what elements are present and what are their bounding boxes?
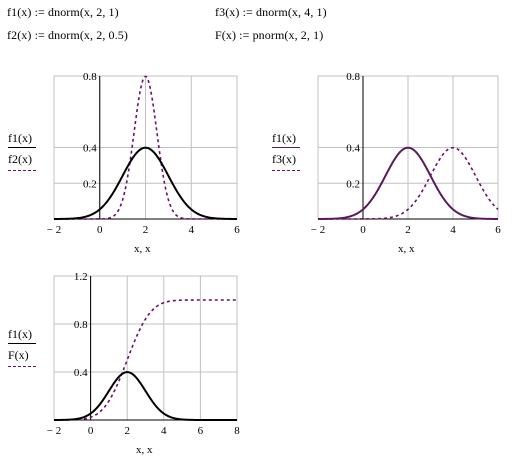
plot-1-legend-series-2-label: f2(x): [8, 152, 32, 166]
plot-1-legend-series-2-swatch: [8, 170, 36, 171]
plot-3-legend-series-1-label: f1(x): [8, 327, 32, 341]
plot-2-series-f3x-line: [317, 146, 499, 220]
plot-3-xlabel: x, x: [136, 444, 153, 456]
plot-3-series-fx-line: [53, 299, 238, 421]
plot-1-ytick-label: 0.2: [83, 178, 97, 190]
plot-2-legend-series-1-label: f1(x): [272, 131, 296, 145]
plot-1-ytick-label: 0.8: [83, 71, 97, 83]
plot-3-xtick-label: 8: [234, 425, 240, 437]
plot-2-xlabel: x, x: [398, 243, 415, 255]
plot-1-series-f2x-line: [53, 75, 238, 220]
definition-f3[interactable]: f3(x) := dnorm(x, 4, 1): [215, 5, 327, 19]
plot-1-ytick-label: 0.4: [83, 143, 97, 155]
plot-3-legend-series-2-swatch: [8, 366, 36, 367]
plot-1-xtick-label: 0: [97, 224, 103, 236]
plot-3-series-f1x-line: [53, 371, 238, 421]
plot-3-ytick-label: 0.8: [74, 319, 88, 331]
plot-2-legend-series-1-swatch: [272, 147, 300, 148]
plot-3-legend-series-1-swatch: [8, 343, 36, 344]
definition-f2[interactable]: f2(x) := dnorm(x, 2, 0.5): [7, 28, 128, 42]
plot-3-ytick-label: 1.2: [74, 271, 88, 283]
plot-3-xtick-label: 4: [161, 425, 167, 437]
plot-3-xtick-label: − 2: [47, 425, 61, 437]
plot-2-series-f1x-line: [317, 146, 499, 220]
plot-3-frame: [53, 275, 238, 421]
plot-2-xtick-label: 6: [495, 224, 501, 236]
plot-2-xtick-label: 4: [450, 224, 456, 236]
plot-2-ytick-label: 0.2: [346, 178, 360, 190]
plot-1-xlabel: x, x: [134, 243, 151, 255]
plot-1-legend-series-1-swatch: [8, 147, 36, 148]
plot-2-ytick-label: 0.4: [346, 143, 360, 155]
plot-3-xtick-label: 2: [124, 425, 130, 437]
plot-2-legend-series-2-swatch: [272, 170, 300, 171]
plot-2-ytick-label: 0.8: [346, 71, 360, 83]
definition-f1[interactable]: f1(x) := dnorm(x, 2, 1): [7, 5, 119, 19]
plot-1-legend-series-1-label: f1(x): [8, 131, 32, 145]
plot-2-xtick-label: − 2: [311, 224, 325, 236]
plot-3-legend-series-2-label: F(x): [8, 348, 29, 362]
definition-F[interactable]: F(x) := pnorm(x, 2, 1): [215, 28, 324, 42]
plot-1-xtick-label: − 2: [47, 224, 61, 236]
plot-3-xtick-label: 6: [198, 425, 204, 437]
plot-3-xtick-label: 0: [88, 425, 94, 437]
plot-2-xtick-label: 2: [405, 224, 411, 236]
plot-2-xtick-label: 0: [360, 224, 366, 236]
plot-2-legend-series-2-label: f3(x): [272, 152, 296, 166]
plot-3-ytick-label: 0.4: [74, 367, 88, 379]
plot-1-xtick-label: 2: [143, 224, 149, 236]
plot-1-xtick-label: 4: [189, 224, 195, 236]
plot-1-series-f1x-line: [53, 146, 238, 220]
plot-1-xtick-label: 6: [234, 224, 240, 236]
